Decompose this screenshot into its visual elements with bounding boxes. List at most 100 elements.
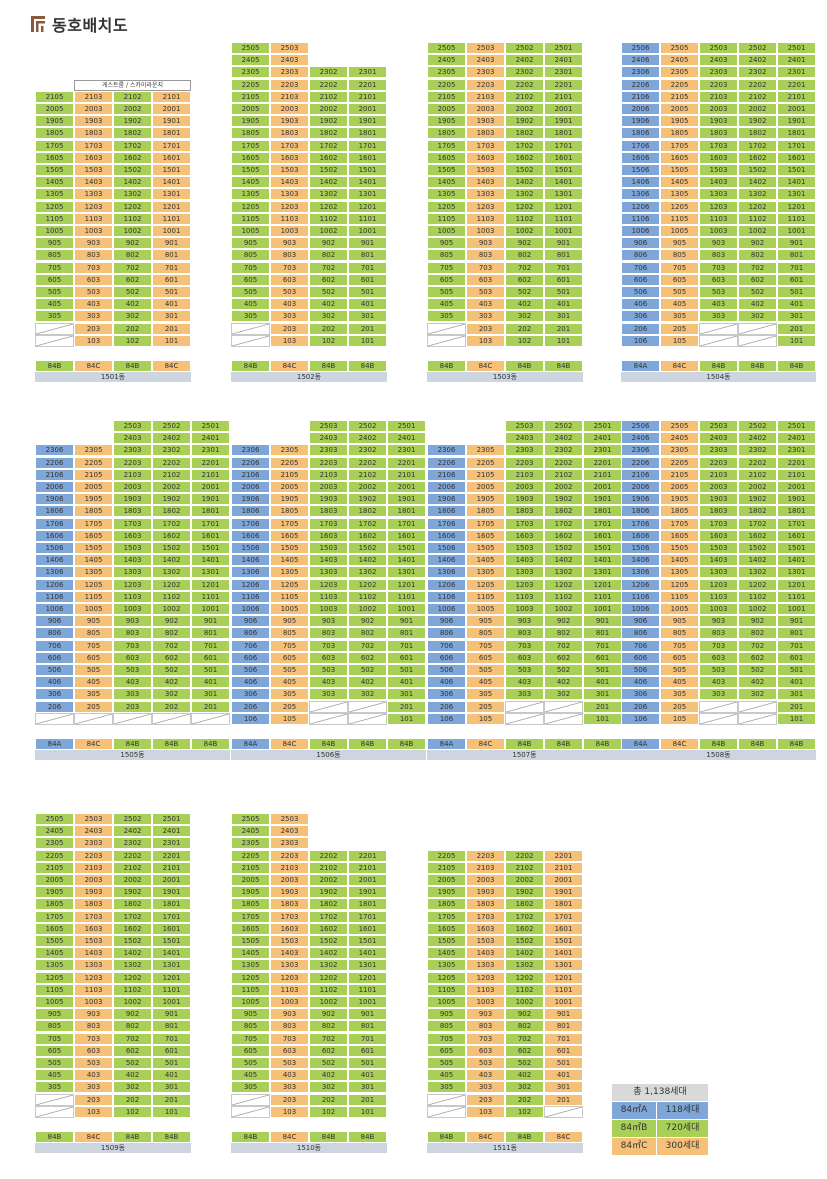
unit-cell: 105 [270, 712, 309, 725]
unit-cell: 601 [777, 651, 816, 664]
unit-cell: 1803 [270, 898, 309, 911]
empty-unit [544, 700, 583, 713]
unit-cell: 502 [738, 286, 777, 298]
unit-cell: 1401 [191, 554, 230, 567]
unit-cell: 2002 [152, 481, 191, 493]
unit-cell: 501 [777, 664, 816, 676]
unit-cell: 1302 [348, 566, 387, 579]
unit-cell: 2501 [544, 42, 583, 54]
unit-cell: 103 [466, 334, 505, 347]
unit-cell: 301 [777, 688, 816, 701]
empty-unit [699, 712, 738, 725]
unit-cell: 1503 [466, 164, 505, 176]
empty-unit [427, 1105, 466, 1118]
unit-cell: 1006 [621, 603, 660, 615]
empty-unit [35, 1105, 74, 1118]
unit-cell: 2006 [231, 481, 270, 493]
empty-unit [74, 712, 113, 725]
unit-type-label: 84B [35, 1131, 74, 1143]
unit-cell: 1201 [544, 200, 583, 213]
unit-cell: 1401 [348, 947, 387, 960]
unit-cell: 1503 [74, 935, 113, 947]
unit-cell: 1501 [544, 935, 583, 947]
unit-cell: 2005 [35, 874, 74, 886]
unit-cell: 2306 [35, 444, 74, 457]
unit-cell: 1803 [74, 127, 113, 140]
unit-cell: 1901 [544, 115, 583, 128]
unit-cell: 1802 [505, 898, 544, 911]
unit-cell: 903 [74, 237, 113, 250]
unit-cell: 905 [466, 615, 505, 628]
unit-cell: 203 [113, 700, 152, 713]
unit-cell: 1705 [270, 517, 309, 530]
legend-row-a: 84㎡A 118세대 [612, 1102, 708, 1120]
unit-cell: 1205 [231, 971, 270, 984]
unit-cell: 2405 [231, 825, 270, 838]
unit-cell: 805 [660, 249, 699, 262]
unit-cell: 1402 [309, 176, 348, 189]
unit-cell: 1901 [777, 115, 816, 128]
empty-unit [231, 334, 270, 347]
unit-cell: 2002 [309, 103, 348, 115]
unit-cell: 401 [777, 676, 816, 689]
unit-cell: 1205 [231, 200, 270, 213]
unit-cell: 1601 [544, 922, 583, 935]
unit-cell: 605 [466, 651, 505, 664]
unit-cell: 403 [113, 676, 152, 689]
unit-cell: 502 [505, 1057, 544, 1069]
unit-cell: 1702 [505, 910, 544, 923]
unit-cell: 701 [387, 639, 426, 652]
unit-cell: 2305 [427, 66, 466, 79]
unit-cell: 2302 [113, 837, 152, 850]
unit-cell: 1006 [621, 225, 660, 237]
building-label: 1505동 [35, 750, 230, 760]
unit-cell: 1803 [270, 127, 309, 140]
unit-cell: 502 [738, 664, 777, 676]
unit-cell: 606 [621, 651, 660, 664]
unit-cell: 2301 [191, 444, 230, 457]
unit-cell: 206 [427, 700, 466, 713]
unit-cell: 503 [309, 664, 348, 676]
unit-cell: 701 [544, 1032, 583, 1045]
unit-cell: 202 [309, 322, 348, 335]
unit-cell: 1605 [427, 922, 466, 935]
unit-cell: 203 [270, 1093, 309, 1106]
unit-cell: 1705 [427, 139, 466, 152]
unit-cell: 1805 [660, 505, 699, 518]
unit-cell: 602 [348, 651, 387, 664]
unit-cell: 1703 [466, 910, 505, 923]
unit-cell: 401 [348, 1069, 387, 1082]
unit-cell: 1401 [348, 176, 387, 189]
unit-cell: 2101 [544, 90, 583, 103]
unit-cell: 402 [738, 676, 777, 689]
unit-cell: 802 [738, 249, 777, 262]
unit-cell: 601 [777, 273, 816, 286]
unit-cell: 1903 [270, 115, 309, 128]
unit-cell: 2301 [544, 66, 583, 79]
unit-cell: 1405 [74, 554, 113, 567]
unit-cell: 402 [505, 1069, 544, 1082]
unit-cell: 403 [466, 1069, 505, 1082]
unit-cell: 303 [699, 688, 738, 701]
unit-cell: 1905 [427, 115, 466, 128]
unit-cell: 605 [231, 273, 270, 286]
unit-cell: 603 [113, 651, 152, 664]
unit-cell: 802 [348, 627, 387, 640]
unit-cell: 1102 [348, 590, 387, 603]
unit-cell: 2201 [348, 78, 387, 91]
unit-cell: 1203 [309, 578, 348, 591]
unit-cell: 1202 [505, 971, 544, 984]
unit-cell: 2403 [113, 432, 152, 445]
unit-cell: 2002 [113, 103, 152, 115]
unit-cell: 1805 [231, 127, 270, 140]
unit-cell: 1506 [621, 164, 660, 176]
unit-cell: 1603 [74, 151, 113, 164]
unit-cell: 702 [152, 639, 191, 652]
unit-cell: 1305 [427, 959, 466, 972]
unit-cell: 401 [387, 676, 426, 689]
unit-cell: 502 [348, 664, 387, 676]
unit-cell: 1905 [270, 493, 309, 506]
unit-type-label: 84B [505, 360, 544, 372]
unit-cell: 2403 [505, 432, 544, 445]
unit-cell: 1301 [152, 188, 191, 201]
